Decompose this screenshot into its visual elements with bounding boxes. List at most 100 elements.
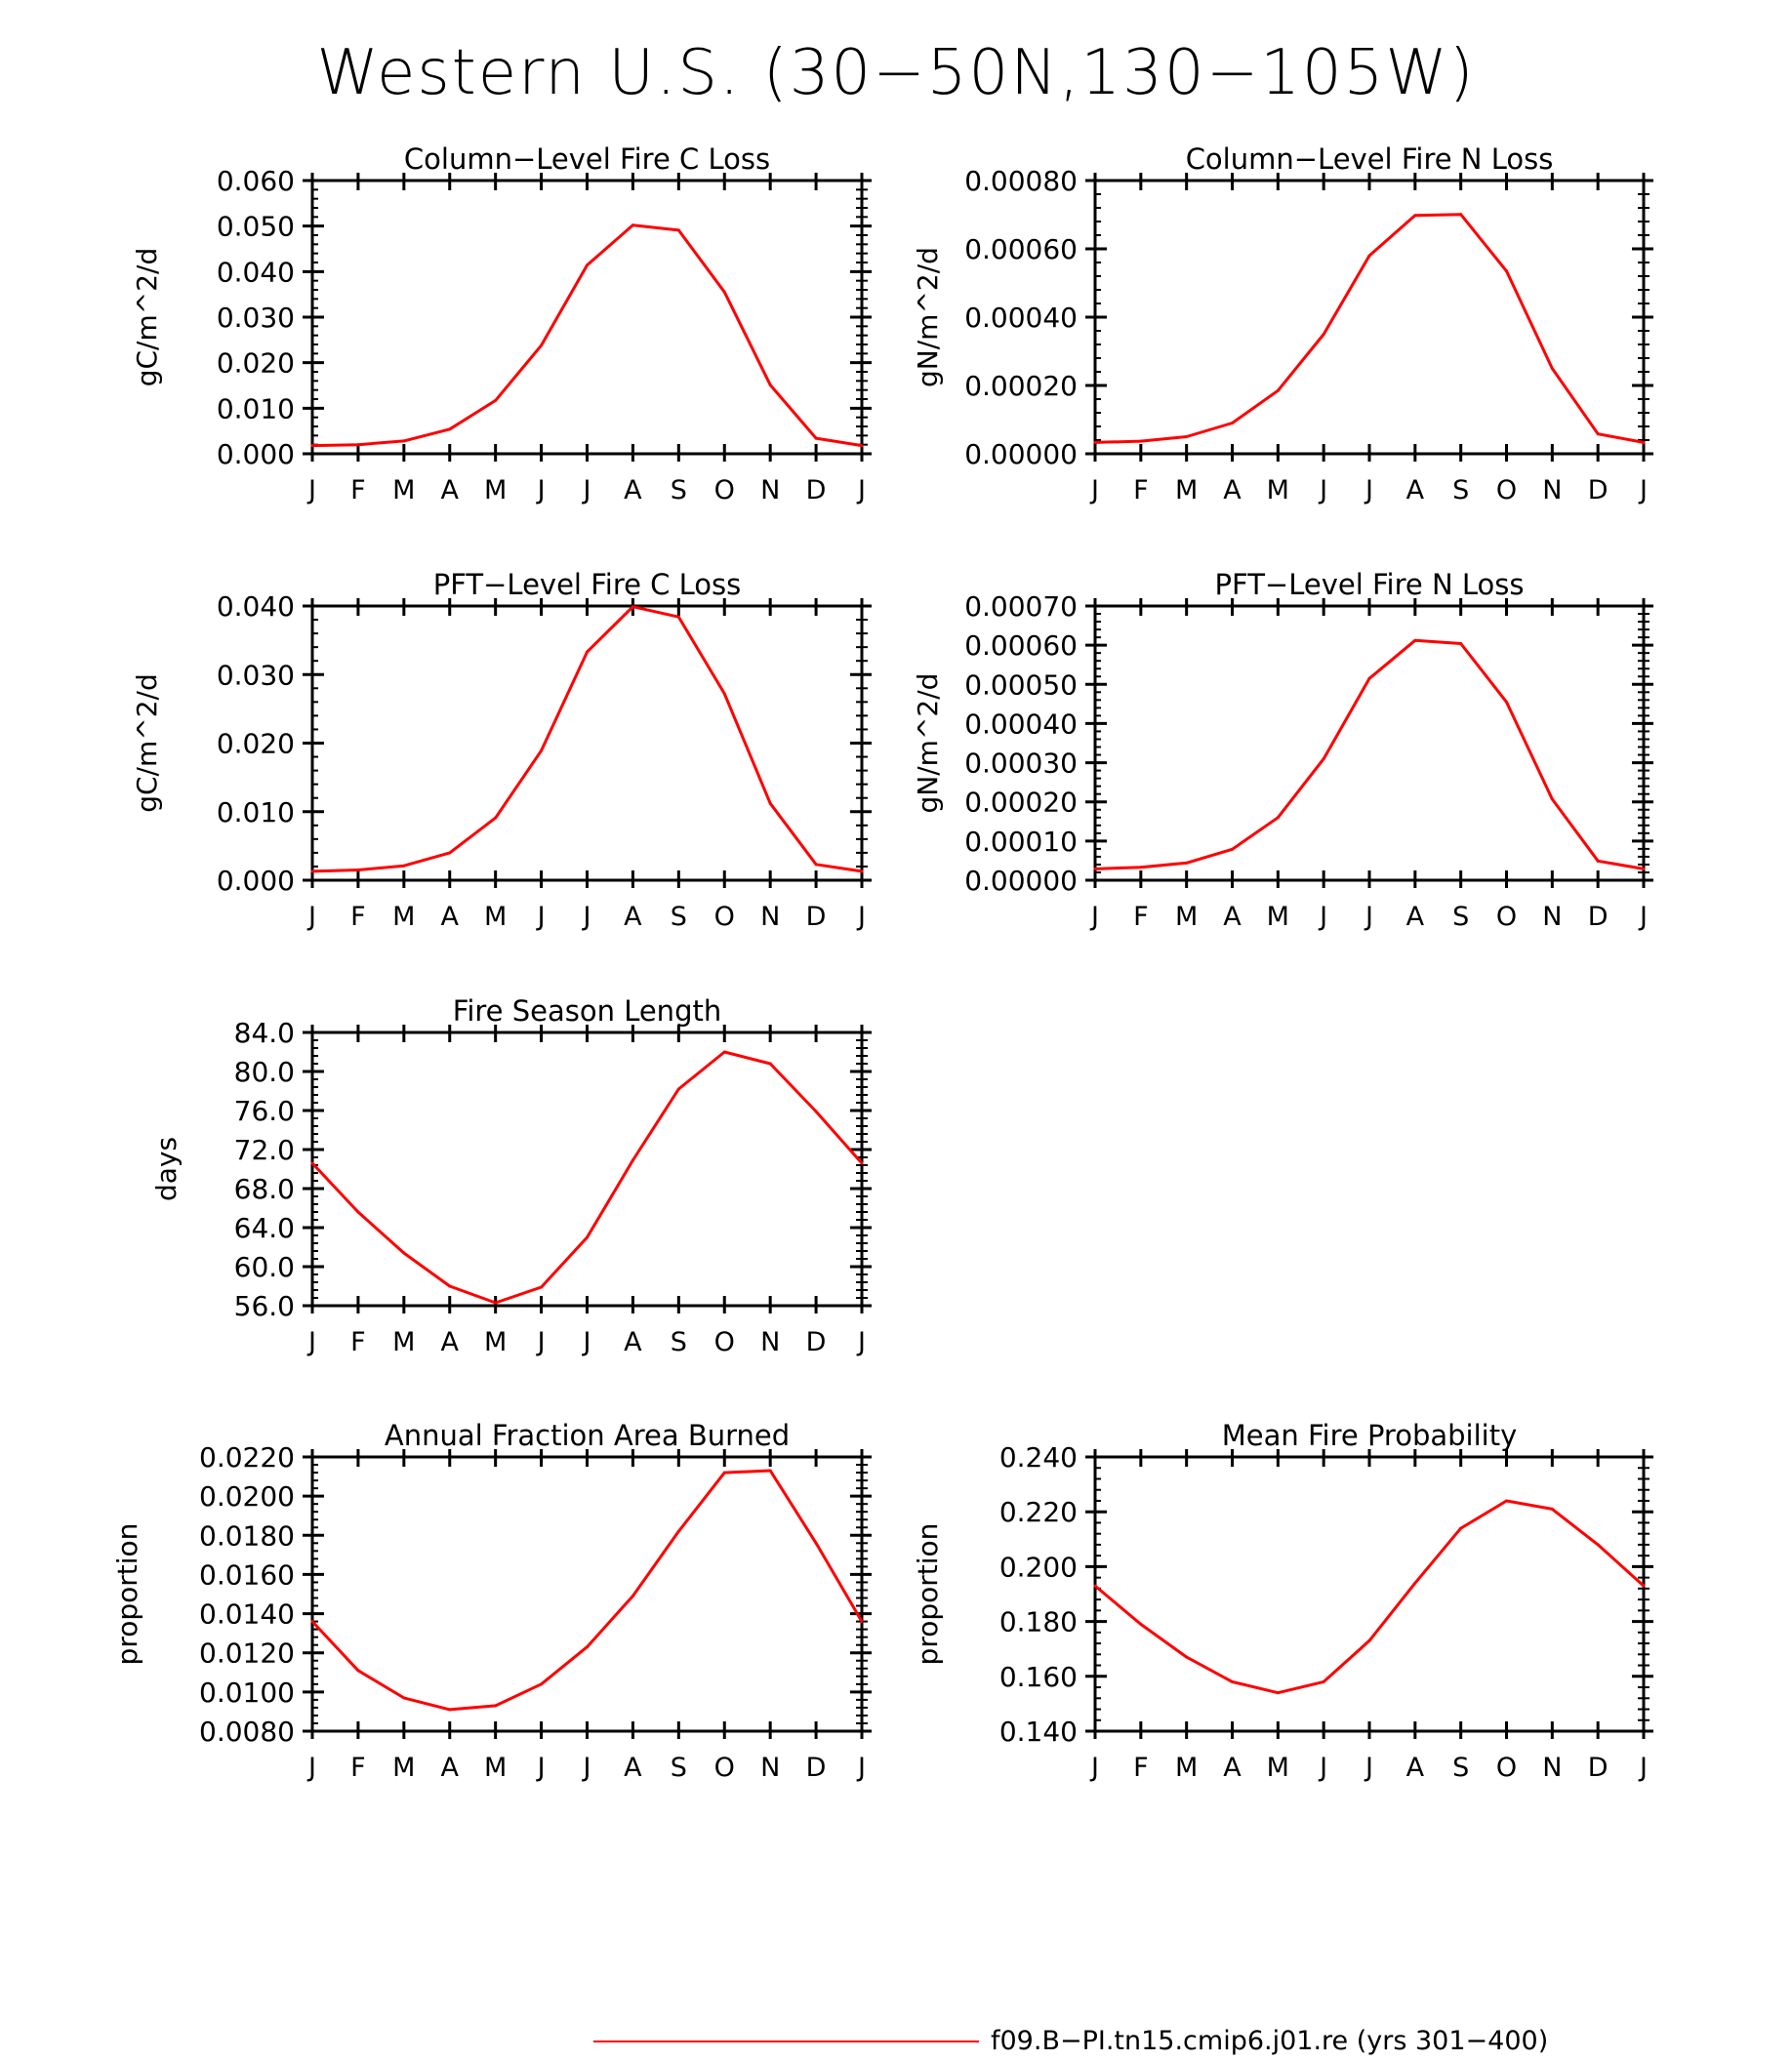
panel7-data-point xyxy=(1276,1691,1280,1695)
panel7-data-point xyxy=(1596,1543,1600,1547)
panel2-ytick-label: 0.00060 xyxy=(964,233,1078,265)
panel1-data-point xyxy=(586,263,589,267)
panel3-xtick-label: M xyxy=(484,902,507,932)
panel5-data-point xyxy=(814,1110,818,1113)
panel1-xtick-label: O xyxy=(714,475,735,505)
panel7-xtick-label: O xyxy=(1496,1753,1517,1783)
panel5-xtick-label: S xyxy=(671,1327,687,1357)
panel6-ytick-label: 0.0140 xyxy=(199,1598,295,1631)
panel1-xtick-label: N xyxy=(760,475,780,505)
panel7-ytick-label: 0.240 xyxy=(999,1441,1078,1474)
panel6-data-point xyxy=(631,1595,634,1598)
panel3-xtick-label: F xyxy=(350,902,366,932)
panel1-xtick-label: J xyxy=(856,475,866,505)
panel3-data-point xyxy=(402,864,406,868)
panel5-data-point xyxy=(448,1284,452,1288)
panel2-data-point xyxy=(1596,432,1600,436)
panel3-ytick-label: 0.030 xyxy=(217,659,295,691)
panel5-xtick-label: D xyxy=(806,1327,827,1357)
panel2-title: Column−Level Fire N Loss xyxy=(1186,142,1554,176)
panel1-data-point xyxy=(814,436,818,440)
panel1-data-point xyxy=(494,398,498,402)
panel1-data-point xyxy=(631,223,634,227)
panel2-xtick-label: O xyxy=(1496,475,1517,505)
panel5-ytick-label: 80.0 xyxy=(234,1056,295,1088)
panel3-ytick-label: 0.000 xyxy=(217,865,295,897)
panel3-xtick-label: J xyxy=(306,902,316,932)
panel3-data-point xyxy=(540,748,544,752)
panel2-xtick-label: J xyxy=(1638,475,1648,505)
panel4-ytick-label: 0.00070 xyxy=(964,590,1078,623)
panel6-xtick-label: J xyxy=(306,1753,316,1783)
panel7-xtick-label: F xyxy=(1133,1753,1149,1783)
panel6-ylabel: proportion xyxy=(111,1523,143,1666)
panel4-series-line xyxy=(1094,638,1645,870)
panel4-xtick-label: J xyxy=(1364,902,1373,932)
panel1-data-point xyxy=(402,439,406,443)
panel1-ytick-label: 0.000 xyxy=(217,438,295,470)
panel5-xtick-label: J xyxy=(856,1327,866,1357)
panel7-data-point xyxy=(1459,1526,1463,1530)
panel7-data-point xyxy=(1185,1655,1189,1659)
panel4-xtick-label: S xyxy=(1452,902,1469,932)
panel5-xtick-label: F xyxy=(350,1327,366,1357)
panel5-ytick-label: 68.0 xyxy=(234,1173,295,1205)
panel6-xtick-label: J xyxy=(536,1753,546,1783)
panel7-xtick-label: M xyxy=(1175,1753,1198,1783)
panel7-xtick-label: N xyxy=(1542,1753,1562,1783)
panel3-ytick-label: 0.020 xyxy=(217,728,295,760)
panel7-data-point xyxy=(1413,1581,1417,1585)
panel6-data-point xyxy=(402,1696,406,1700)
panel2-xtick-label: M xyxy=(1267,475,1289,505)
panel1-data-point xyxy=(540,344,544,347)
panel2-data-point xyxy=(1550,367,1554,370)
panel4-data-point xyxy=(1550,797,1554,801)
panel5-xtick-label: J xyxy=(582,1327,591,1357)
panel6-ytick-label: 0.0180 xyxy=(199,1519,295,1552)
panel3-data-point xyxy=(631,605,634,609)
panel4-data-point xyxy=(1505,700,1508,704)
panel1-xtick-label: D xyxy=(806,475,827,505)
panel5-data-point xyxy=(768,1062,772,1066)
panel1-series-line xyxy=(311,223,863,448)
panel2-xtick-label: A xyxy=(1223,475,1242,505)
panel2-ytick-label: 0.00080 xyxy=(964,165,1078,197)
panel7-data-point xyxy=(1322,1679,1325,1683)
panel3-xtick-label: M xyxy=(392,902,415,932)
panel4-data-point xyxy=(1185,861,1189,865)
panel5-ytick-label: 76.0 xyxy=(234,1095,295,1127)
legend-label: f09.B−PI.tn15.cmip6.j01.re (yrs 301−400) xyxy=(991,2026,1549,2056)
panel5-xtick-label: A xyxy=(441,1327,460,1357)
panel7-title: Mean Fire Probability xyxy=(1222,1419,1518,1452)
panel6-data-point xyxy=(586,1645,589,1649)
panel6-xtick-label: S xyxy=(671,1753,687,1783)
panel2-data-point xyxy=(1185,435,1189,438)
panel3-xtick-label: O xyxy=(714,902,735,932)
panel4-xtick-label: J xyxy=(1318,902,1327,932)
panel1-data-point xyxy=(722,290,726,294)
panel2-data-point xyxy=(1367,254,1371,258)
panel3-data-point xyxy=(586,650,589,654)
panel4-xtick-label: M xyxy=(1175,902,1198,932)
panel1-data-point xyxy=(356,443,360,447)
panel4-data-point xyxy=(1596,859,1600,863)
panel5-data-point xyxy=(676,1087,680,1091)
panel7-xtick-label: D xyxy=(1588,1753,1609,1783)
panel3-data-point xyxy=(768,801,772,805)
panel1-xtick-label: J xyxy=(306,475,316,505)
panel1-title: Column−Level Fire C Loss xyxy=(404,142,770,176)
panel7-data-point xyxy=(1367,1638,1371,1642)
panel7-frame xyxy=(1093,1455,1646,1733)
panel4-data-point xyxy=(1413,638,1417,642)
panel4-title: PFT−Level Fire N Loss xyxy=(1215,568,1525,601)
panel6-xtick-label: N xyxy=(760,1753,780,1783)
panel1-xtick-label: A xyxy=(441,475,460,505)
panel3-xtick-label: J xyxy=(856,902,866,932)
panel6-xtick-label: A xyxy=(624,1753,642,1783)
panel4-xtick-label: F xyxy=(1133,902,1149,932)
panel4-xtick-label: M xyxy=(1267,902,1289,932)
panel2-series-line xyxy=(1094,213,1645,444)
panel6-ytick-label: 0.0200 xyxy=(199,1480,295,1513)
panel3-xtick-label: A xyxy=(441,902,460,932)
panel5-xtick-label: O xyxy=(714,1327,735,1357)
